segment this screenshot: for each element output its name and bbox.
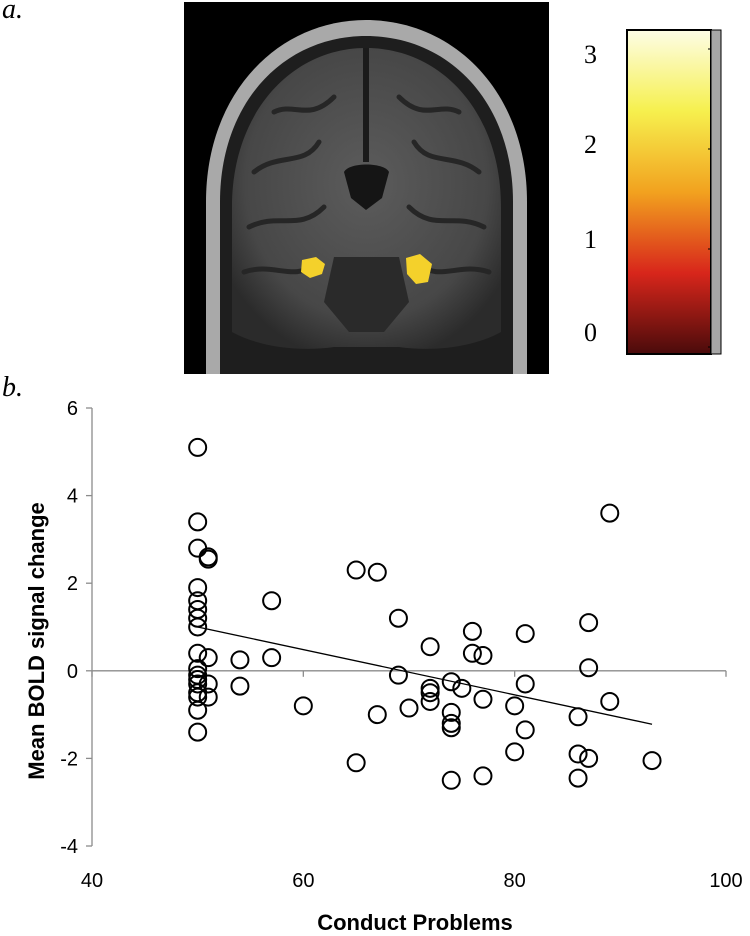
data-point bbox=[568, 768, 588, 788]
color-scale-bar bbox=[626, 29, 722, 355]
data-point bbox=[420, 637, 440, 657]
colorbar-tick-label: 3 bbox=[584, 40, 597, 69]
data-point bbox=[188, 687, 208, 707]
data-point bbox=[188, 700, 208, 720]
data-point bbox=[441, 713, 461, 733]
y-tick-label: -4 bbox=[60, 836, 78, 858]
data-point bbox=[188, 617, 208, 637]
data-point bbox=[441, 702, 461, 722]
data-point bbox=[515, 720, 535, 740]
data-point bbox=[188, 643, 208, 663]
data-point bbox=[515, 624, 535, 644]
x-axis-title: Conduct Problems bbox=[317, 910, 513, 935]
data-point bbox=[230, 650, 250, 670]
data-point bbox=[600, 503, 620, 523]
y-axis-title: Mean BOLD signal change bbox=[24, 502, 49, 780]
data-point bbox=[188, 608, 208, 628]
data-point bbox=[568, 707, 588, 727]
data-point bbox=[198, 674, 218, 694]
data-point bbox=[399, 698, 419, 718]
x-tick-label: 80 bbox=[504, 870, 526, 892]
data-point bbox=[441, 718, 461, 738]
data-point bbox=[441, 672, 461, 692]
y-tick-label: 6 bbox=[67, 398, 78, 420]
data-point bbox=[515, 674, 535, 694]
data-point bbox=[188, 674, 208, 694]
data-point bbox=[473, 645, 493, 665]
data-point bbox=[420, 683, 440, 703]
x-tick-label: 60 bbox=[292, 870, 314, 892]
data-point bbox=[262, 648, 282, 668]
data-point bbox=[579, 748, 599, 768]
y-tick-label: 2 bbox=[67, 573, 78, 595]
data-point bbox=[388, 665, 408, 685]
data-point bbox=[346, 753, 366, 773]
y-tick-label: 0 bbox=[67, 661, 78, 683]
data-point bbox=[420, 691, 440, 711]
data-point bbox=[505, 742, 525, 762]
data-point bbox=[198, 648, 218, 668]
scatter-plot: -4 -2 0 2 4 6 40 60 80 100 Conduct Problems Mean BO… bbox=[24, 398, 743, 935]
data-point bbox=[462, 643, 482, 663]
data-point bbox=[642, 751, 662, 771]
data-point bbox=[262, 591, 282, 611]
colorbar-tick-label: 2 bbox=[584, 130, 597, 159]
data-point bbox=[579, 658, 599, 678]
data-point bbox=[600, 691, 620, 711]
data-point bbox=[188, 512, 208, 532]
y-tick-label: 4 bbox=[67, 486, 78, 508]
data-point bbox=[462, 621, 482, 641]
data-point bbox=[188, 437, 208, 457]
colorbar-tick-label: 1 bbox=[584, 225, 597, 254]
y-tick-label: -2 bbox=[60, 748, 78, 770]
panel-b-label: b. bbox=[2, 372, 23, 403]
data-point bbox=[388, 608, 408, 628]
data-point bbox=[568, 744, 588, 764]
data-point bbox=[293, 696, 313, 716]
x-tick-label: 100 bbox=[709, 870, 742, 892]
data-point bbox=[473, 689, 493, 709]
data-point bbox=[346, 560, 366, 580]
brain-mri-image bbox=[184, 2, 549, 374]
data-point bbox=[420, 678, 440, 698]
data-point bbox=[367, 705, 387, 725]
data-point bbox=[188, 722, 208, 742]
panel-a-label: a. bbox=[2, 0, 23, 25]
data-point bbox=[579, 613, 599, 633]
data-point bbox=[441, 770, 461, 790]
data-point bbox=[188, 578, 208, 598]
colorbar-tick-label: 0 bbox=[584, 318, 597, 347]
data-point bbox=[198, 687, 218, 707]
data-point bbox=[505, 696, 525, 716]
data-point bbox=[230, 676, 250, 696]
data-point bbox=[198, 549, 218, 569]
data-point bbox=[367, 562, 387, 582]
data-point bbox=[473, 766, 493, 786]
x-tick-label: 40 bbox=[81, 870, 103, 892]
data-point bbox=[188, 538, 208, 558]
data-point bbox=[188, 659, 208, 679]
data-point bbox=[452, 678, 472, 698]
